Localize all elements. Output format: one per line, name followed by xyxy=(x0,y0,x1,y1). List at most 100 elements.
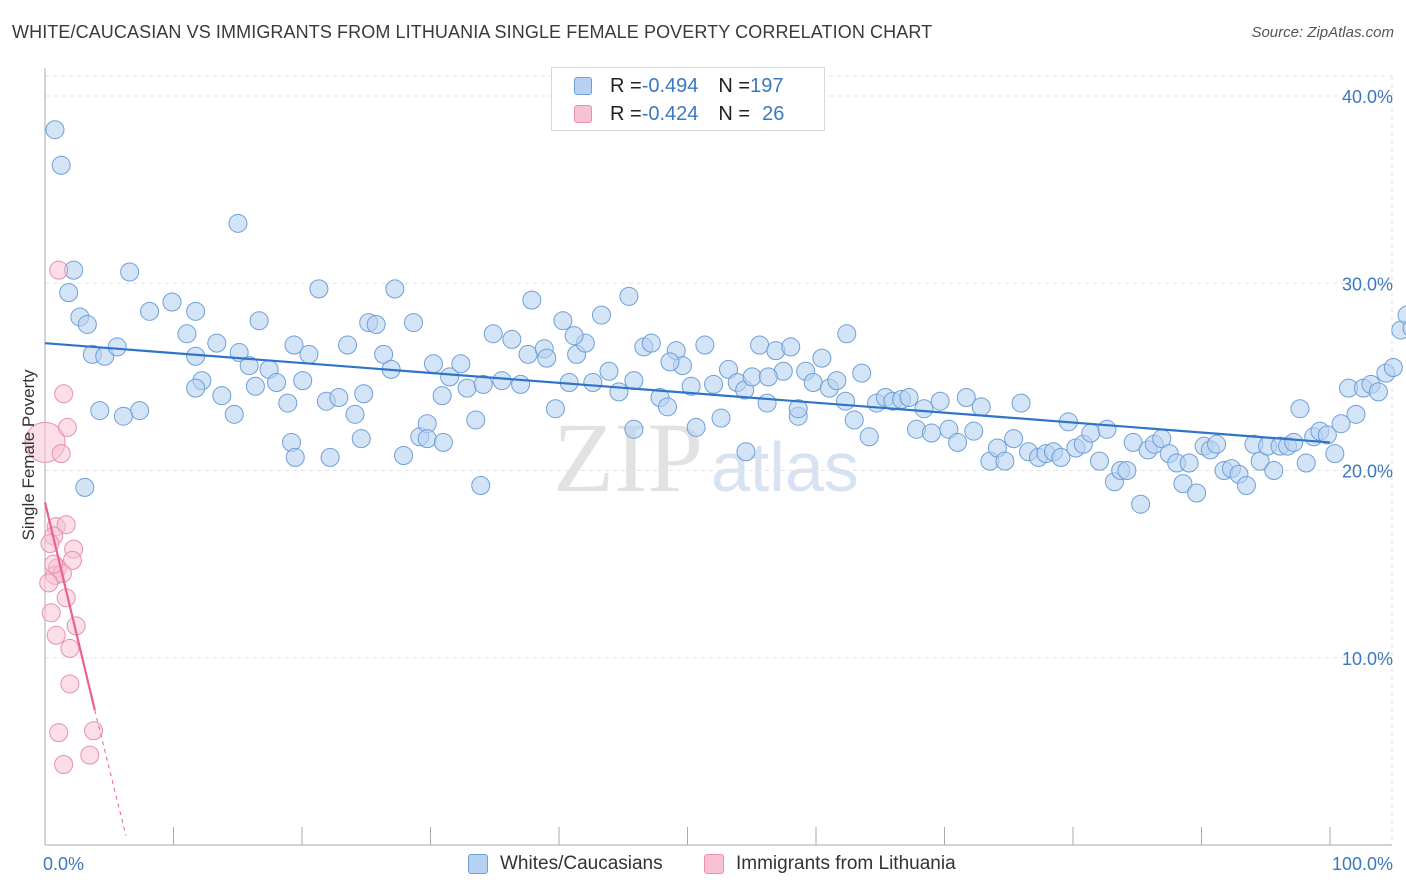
data-point-whites xyxy=(511,374,531,394)
data-point-whites xyxy=(466,410,486,430)
data-point-whites xyxy=(641,333,661,353)
legend-n-value: 197 xyxy=(750,74,784,97)
data-point-whites xyxy=(859,427,879,447)
data-point-whites xyxy=(433,432,453,452)
data-point-whites xyxy=(948,432,968,452)
data-point-whites xyxy=(394,446,414,466)
data-point-whites xyxy=(440,367,460,387)
data-point-lithuania xyxy=(49,723,69,743)
data-point-whites xyxy=(299,344,319,364)
data-point-whites xyxy=(695,335,715,355)
data-point-whites xyxy=(1346,404,1366,424)
data-point-whites xyxy=(837,324,857,344)
data-point-whites xyxy=(1097,419,1117,439)
trend-lines xyxy=(43,342,1331,836)
legend-n-label: N = xyxy=(718,74,751,97)
data-point-lithuania xyxy=(46,625,66,645)
data-point-whites xyxy=(583,372,603,392)
legend-row-whites: R = -0.494 N = 197 xyxy=(574,73,783,99)
data-point-whites xyxy=(228,213,248,233)
data-point-whites xyxy=(518,344,538,364)
data-point-lithuania xyxy=(60,638,80,658)
data-point-whites xyxy=(417,429,437,449)
watermark-atlas: atlas xyxy=(711,428,859,506)
chart-title: WHITE/CAUCASIAN VS IMMIGRANTS FROM LITHU… xyxy=(12,22,933,42)
data-point-whites xyxy=(1250,451,1270,471)
data-point-whites xyxy=(757,393,777,413)
data-point-whites xyxy=(162,292,182,312)
data-point-whites xyxy=(1004,429,1024,449)
data-point-whites xyxy=(284,335,304,355)
data-point-whites xyxy=(964,421,984,441)
data-point-whites xyxy=(186,301,206,321)
legend-n-value: 26 xyxy=(762,102,785,125)
data-point-whites xyxy=(1264,461,1284,480)
series-whites-caucasians xyxy=(45,120,1406,514)
legend-r-value: -0.494 xyxy=(641,74,699,97)
data-point-whites xyxy=(75,477,95,497)
bottom-legend-label-lithuania: Immigrants from Lithuania xyxy=(736,853,956,874)
data-point-lithuania xyxy=(41,603,61,623)
y-tick-label: 10.0% xyxy=(1342,649,1393,669)
data-point-whites xyxy=(719,359,739,379)
data-point-whites xyxy=(51,155,71,175)
trend-line-lithuania xyxy=(43,502,96,711)
data-point-whites xyxy=(624,371,644,391)
data-point-lithuania xyxy=(80,745,100,765)
legend-r-value: -0.424 xyxy=(641,102,699,125)
data-point-whites xyxy=(249,311,269,331)
data-point-whites xyxy=(1207,434,1227,454)
data-point-whites xyxy=(1051,447,1071,467)
data-point-whites xyxy=(1179,453,1199,473)
data-point-whites xyxy=(681,376,701,396)
data-point-whites xyxy=(113,406,133,426)
data-point-whites xyxy=(537,348,557,368)
data-point-lithuania xyxy=(60,674,80,694)
data-point-whites xyxy=(1383,358,1403,378)
trend-line-lithuania-extension xyxy=(94,710,127,836)
data-point-whites xyxy=(471,475,491,495)
bottom-legend-lithuania: Immigrants from Lithuania xyxy=(704,852,956,876)
data-point-whites xyxy=(899,387,919,407)
data-point-whites xyxy=(404,313,424,333)
data-point-whites xyxy=(473,374,493,394)
data-point-whites xyxy=(385,279,405,299)
data-point-lithuania xyxy=(84,721,104,741)
data-point-whites xyxy=(245,376,265,396)
data-point-whites xyxy=(553,311,573,331)
data-point-whites xyxy=(914,399,934,419)
data-point-whites xyxy=(351,429,371,449)
data-point-whites xyxy=(432,386,452,406)
data-point-whites xyxy=(212,386,232,406)
data-point-whites xyxy=(366,314,386,334)
y-tick-label: 40.0% xyxy=(1342,87,1393,107)
data-point-whites xyxy=(971,397,991,417)
bottom-legend-swatch-blue xyxy=(468,854,488,874)
data-point-whites xyxy=(90,401,110,421)
data-point-whites xyxy=(207,333,227,353)
data-point-whites xyxy=(592,305,612,325)
data-point-whites xyxy=(338,335,358,355)
x-tick-label: 0.0% xyxy=(43,854,84,874)
data-point-whites xyxy=(483,324,503,344)
data-point-whites xyxy=(1131,494,1151,514)
data-point-whites xyxy=(59,283,79,303)
data-point-whites xyxy=(107,337,127,357)
data-point-whites xyxy=(1173,474,1193,494)
data-point-whites xyxy=(1331,414,1351,434)
data-point-whites xyxy=(354,384,374,404)
data-point-whites xyxy=(1011,393,1031,413)
data-point-lithuania xyxy=(39,573,59,593)
data-point-whites xyxy=(686,417,706,437)
data-point-whites xyxy=(624,419,644,439)
data-point-whites xyxy=(939,419,959,439)
data-point-whites xyxy=(329,387,349,407)
data-point-lithuania xyxy=(51,444,71,464)
data-point-whites xyxy=(423,354,443,374)
data-point-whites xyxy=(781,337,801,357)
data-point-whites xyxy=(309,279,329,299)
source-credit: Source: ZipAtlas.com xyxy=(1251,24,1394,41)
legend-r-label: R = xyxy=(610,74,642,97)
legend-r-label: R = xyxy=(610,102,642,125)
data-point-whites xyxy=(502,329,522,349)
